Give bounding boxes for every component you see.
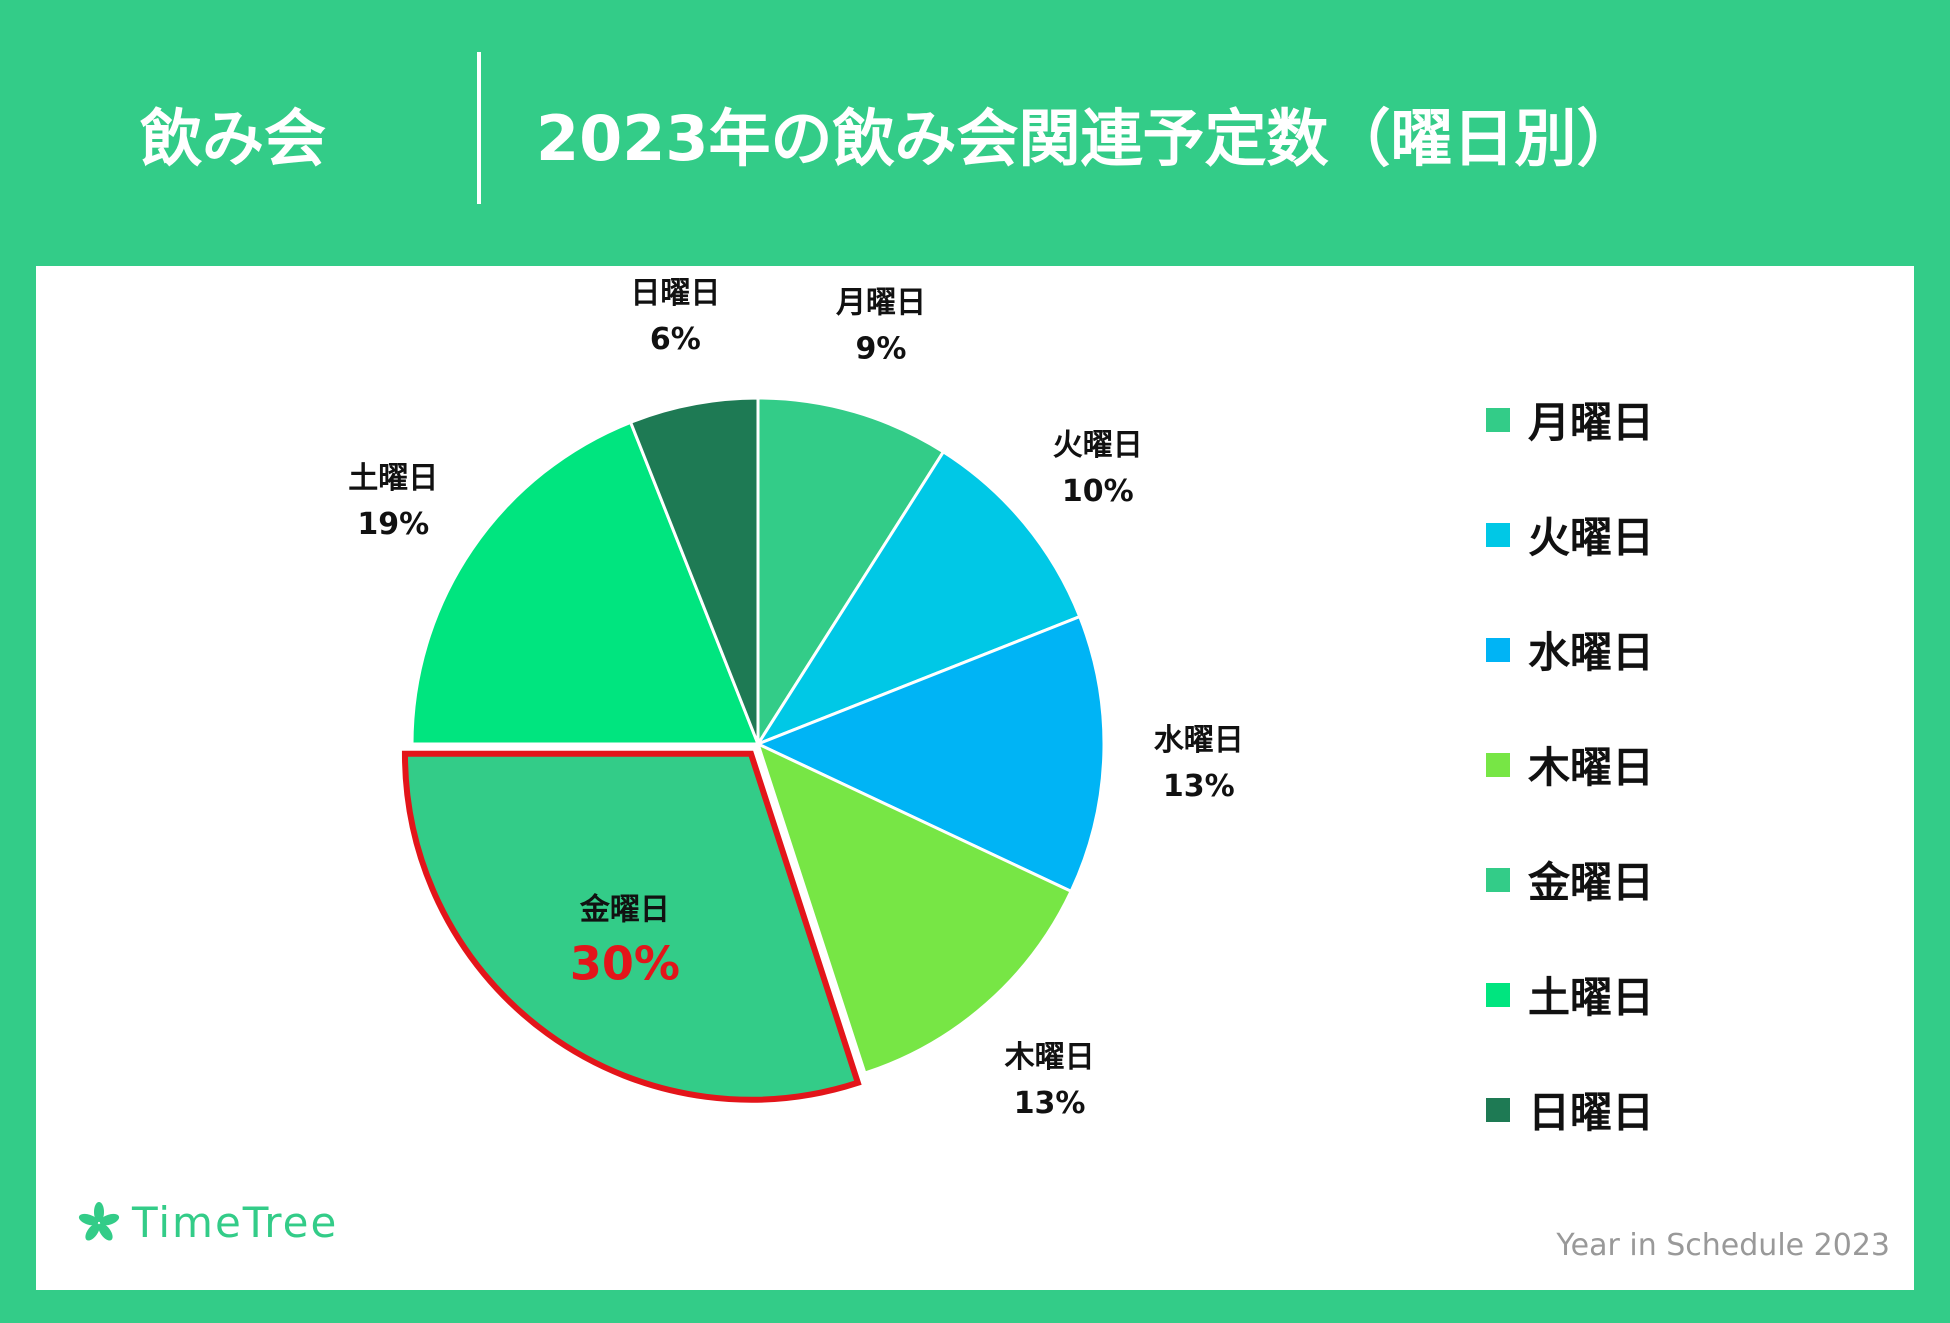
pie-slice <box>754 614 1106 894</box>
legend-label: 金曜日 <box>1528 858 1655 907</box>
legend-label: 水曜日 <box>1528 628 1655 677</box>
slice-percent-label: 9% <box>856 332 907 367</box>
footer-note: Year in Schedule 2023 <box>1556 1228 1890 1263</box>
legend-item-thursday: 木曜日 <box>1486 707 1654 822</box>
chart-legend: 月曜日 火曜日 水曜日 木曜日 金曜日 土曜日 日曜日 <box>1486 362 1654 1167</box>
slice-category-label: 水曜日 <box>1154 723 1244 758</box>
legend-label: 火曜日 <box>1528 513 1655 562</box>
timetree-logo: TimeTree <box>76 1198 338 1247</box>
legend-item-friday: 金曜日 <box>1486 822 1654 937</box>
slice-percent-label: 30% <box>570 936 680 990</box>
slice-category-label: 木曜日 <box>1004 1040 1095 1075</box>
legend-item-monday: 月曜日 <box>1486 362 1654 477</box>
legend-swatch <box>1486 752 1510 777</box>
slice-category-label: 土曜日 <box>348 461 438 496</box>
page-title: 2023年の飲み会関連予定数（曜日別） <box>536 102 1639 175</box>
legend-label: 月曜日 <box>1528 398 1655 447</box>
legend-item-sunday: 日曜日 <box>1486 1052 1654 1167</box>
pie-slice <box>410 420 761 746</box>
header-category: 飲み会 <box>140 102 327 175</box>
chart-panel: 月曜日 9% 火曜日 10% 水曜日 13% 木曜日 13% 金曜日 30% 土曜日 19% 日曜日 6%… <box>36 266 1914 1290</box>
leaf-icon <box>78 1201 120 1241</box>
slice-category-label: 月曜日 <box>836 286 926 321</box>
slice-category-label: 金曜日 <box>579 892 670 927</box>
pie-chart: 月曜日 9% 火曜日 10% 水曜日 13% 木曜日 13% 金曜日 30% 土曜日 19% 日曜日 6% <box>348 276 1244 1121</box>
header-divider <box>477 52 481 204</box>
legend-item-wednesday: 水曜日 <box>1486 592 1654 707</box>
legend-swatch <box>1486 1097 1510 1122</box>
legend-item-tuesday: 火曜日 <box>1486 477 1654 592</box>
pie-slice <box>754 449 1082 748</box>
slice-percent-label: 13% <box>1014 1086 1086 1121</box>
slice-category-label: 火曜日 <box>1053 428 1143 463</box>
pie-slice <box>401 750 862 1103</box>
pie-slice <box>755 741 1074 1075</box>
pie-slice <box>628 396 760 745</box>
legend-swatch <box>1486 982 1510 1007</box>
slice-percent-label: 10% <box>1062 474 1134 509</box>
legend-item-saturday: 土曜日 <box>1486 937 1654 1052</box>
slice-percent-label: 19% <box>357 507 429 542</box>
slice-percent-label: 6% <box>650 322 701 357</box>
legend-label: 木曜日 <box>1528 743 1655 792</box>
slice-percent-label: 13% <box>1163 769 1235 804</box>
pie-slice <box>756 396 946 750</box>
logo-text: TimeTree <box>132 1198 339 1247</box>
slice-category-label: 日曜日 <box>630 276 720 311</box>
legend-swatch <box>1486 407 1510 432</box>
legend-swatch <box>1486 867 1510 892</box>
legend-swatch <box>1486 522 1510 547</box>
legend-label: 土曜日 <box>1528 973 1655 1022</box>
legend-label: 日曜日 <box>1528 1088 1655 1137</box>
legend-swatch <box>1486 637 1510 662</box>
